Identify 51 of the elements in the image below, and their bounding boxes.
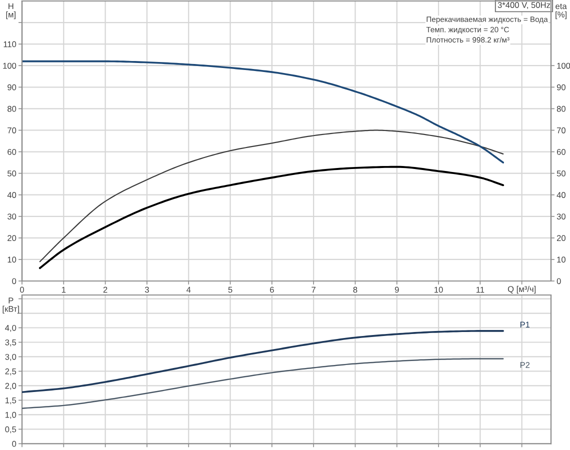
text: P2 (520, 362, 530, 368)
x-tick-label: 7 (312, 286, 316, 293)
y-axis-title: P [кВт] (2, 298, 19, 314)
y-tick-label: 0 (12, 278, 16, 284)
y2-tick-label: 40 (556, 192, 566, 198)
y-tick-label: 0,5 (5, 426, 16, 434)
y-tick-label: 100 (3, 62, 16, 69)
x-tick-label: 2 (103, 286, 108, 293)
y-tick-label: 70 (8, 127, 16, 134)
y-axis-title: H [м] (6, 3, 16, 20)
x-tick-label: 3 (144, 286, 149, 293)
x-tick-label: 8 (353, 286, 358, 293)
y-tick-label: 40 (7, 192, 16, 198)
y2-tick-label: 90 (556, 84, 566, 90)
y2-tick-label: 70 (556, 127, 566, 134)
y-tick-label: 4,0 (5, 324, 16, 332)
y-tick-label: 2,0 (5, 382, 16, 390)
x-tick-label: 9 (394, 286, 399, 293)
y2-tick-label: 80 (556, 106, 566, 112)
y-tick-label: 10 (8, 256, 16, 263)
y2-tick-label: 20 (556, 235, 566, 242)
y-tick-label: 3,5 (5, 339, 16, 346)
y-tick-label: 30 (7, 214, 16, 220)
y-tick-label: 50 (8, 170, 16, 176)
y-tick-label: 3,0 (5, 354, 16, 361)
y-tick-label: 1,0 (5, 412, 16, 419)
x-tick-label: 5 (228, 286, 232, 293)
y-tick-label: 80 (8, 106, 16, 112)
y2-tick-label: 100 (557, 62, 570, 69)
y2-tick-label: 60 (556, 148, 566, 155)
y-tick-label: 110 (4, 41, 16, 48)
x-tick-label: 4 (186, 286, 191, 293)
y-tick-label: 2,5 (5, 368, 16, 376)
text: P1 (520, 322, 530, 328)
y2-tick-label: 30 (556, 214, 566, 220)
y-tick-label: 1,5 (5, 398, 16, 404)
y-tick-label: 20 (8, 235, 16, 242)
y2-tick-label: 50 (556, 170, 566, 176)
y2-tick-label: 10 (557, 256, 566, 263)
y-tick-label: 0 (12, 440, 16, 447)
x-tick-label: 11 (476, 286, 484, 293)
y-tick-label: 60 (8, 148, 16, 155)
x-tick-label: 6 (270, 286, 274, 293)
y-tick-label: 90 (8, 84, 16, 90)
x-tick-label: 10 (434, 286, 443, 293)
x-tick-label: 1 (62, 286, 66, 293)
x-axis-title: Q [м³/ч] (508, 286, 536, 294)
chart-title: 3*400 V, 50Hz (498, 2, 550, 9)
y2-tick-label: 0 (556, 278, 561, 284)
x-tick-label: 0 (20, 286, 24, 293)
y2-axis-title: eta [%] (556, 4, 567, 20)
